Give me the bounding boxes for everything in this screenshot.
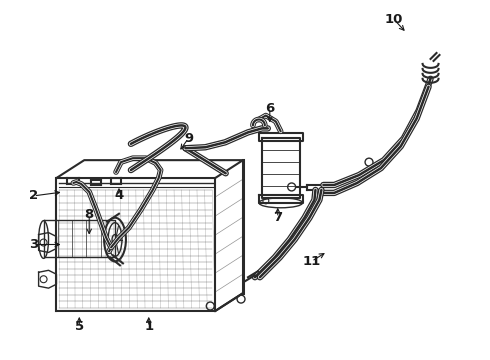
Text: 7: 7 xyxy=(273,211,282,224)
Text: 5: 5 xyxy=(75,320,84,333)
Text: 2: 2 xyxy=(29,189,38,202)
Text: 6: 6 xyxy=(265,102,274,115)
Text: 11: 11 xyxy=(302,255,320,268)
Text: 8: 8 xyxy=(85,208,94,221)
Text: 3: 3 xyxy=(29,238,38,251)
Text: 4: 4 xyxy=(114,189,123,202)
Text: 1: 1 xyxy=(144,320,153,333)
Text: 9: 9 xyxy=(184,132,193,145)
Text: 10: 10 xyxy=(385,13,403,26)
